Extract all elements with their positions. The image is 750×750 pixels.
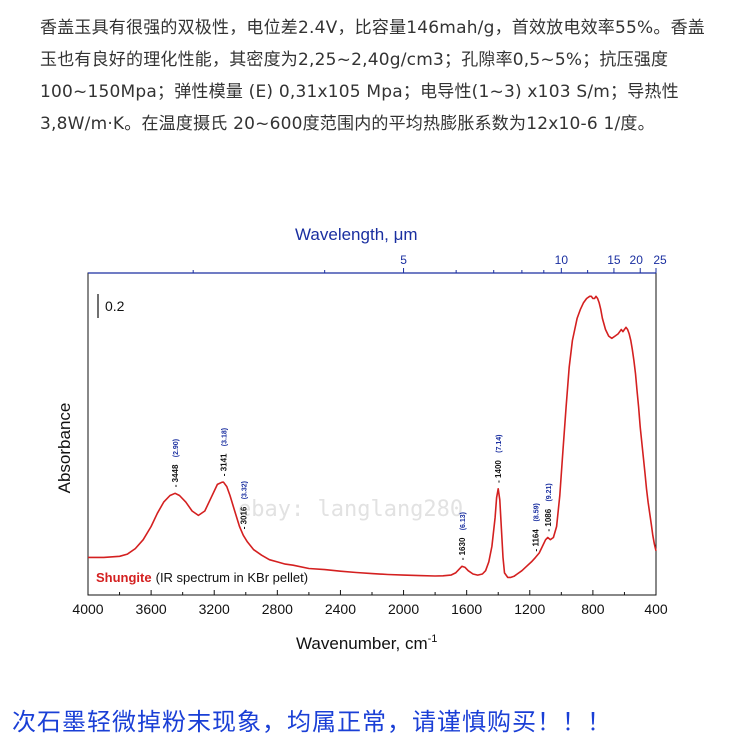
x-tick-label: 800 bbox=[581, 601, 605, 617]
peak-wavelength: (7.14) bbox=[496, 435, 503, 453]
peak-wavenumber: - 1630 bbox=[458, 537, 467, 560]
legend-description: (IR spectrum in KBr pellet) bbox=[156, 570, 308, 585]
top-axis-title-text: Wavelength, bbox=[295, 225, 394, 244]
spectrum-curve bbox=[88, 295, 657, 579]
footer-warning: 次石墨轻微掉粉末现象，均属正常，请谨慎购买！！！ bbox=[12, 708, 612, 736]
peak-wavelength: (3.18) bbox=[222, 428, 229, 446]
peak-wavenumber: - 1164 bbox=[531, 529, 540, 552]
peak-wavenumber: - 3016 bbox=[239, 506, 248, 529]
x-tick-label: 2000 bbox=[388, 601, 419, 617]
top-axis-ticks: 5 10 15 20 25 bbox=[88, 253, 667, 274]
top-tick-label: 5 bbox=[400, 253, 407, 267]
peak-wavelength: (2.90) bbox=[173, 439, 180, 457]
x-axis-ticks: 4000 3600 3200 2800 2400 2000 1600 1200 800 400 bbox=[72, 590, 668, 617]
x-axis-title: Wavenumber, cm-1 bbox=[296, 633, 437, 653]
peak-wavelength: (3.32) bbox=[241, 481, 248, 499]
peak-wavelength: (6.13) bbox=[460, 512, 467, 530]
watermark: ebay: langlang280 bbox=[238, 497, 463, 522]
peak-wavenumber: - 3141 bbox=[220, 453, 229, 476]
legend: Shungite (IR spectrum in KBr pellet) bbox=[96, 570, 308, 585]
peak-annotations: - 3448 (2.90) - 3141 (3.18) - 3016 (3.32) - 16… bbox=[171, 428, 553, 560]
legend-name: Shungite bbox=[96, 570, 152, 585]
x-tick-label: 3600 bbox=[136, 601, 167, 617]
peak-annotation: - 1400 (7.14) bbox=[494, 435, 503, 483]
peak-annotation: - 1630 (6.13) bbox=[458, 512, 467, 560]
x-axis-title-superscript: -1 bbox=[428, 633, 438, 645]
peak-wavelength: (8.59) bbox=[533, 503, 540, 521]
x-tick-label: 1200 bbox=[514, 601, 545, 617]
peak-annotation: - 1086 (9.21) bbox=[544, 483, 553, 531]
y-axis-title: Absorbance bbox=[55, 403, 74, 494]
peak-annotation: - 3141 (3.18) bbox=[220, 428, 229, 476]
intro-paragraph: 香盖玉具有很强的双极性，电位差2.4V，比容量146mah/g，首效放电效率55… bbox=[40, 18, 705, 134]
peak-annotation: - 3016 (3.32) bbox=[239, 481, 248, 529]
x-tick-label: 4000 bbox=[72, 601, 103, 617]
x-tick-label: 3200 bbox=[199, 601, 230, 617]
x-tick-label: 2800 bbox=[262, 601, 293, 617]
x-axis-title-text: Wavenumber, cm bbox=[296, 634, 428, 653]
top-axis-title-unit: μm bbox=[394, 225, 418, 244]
top-tick-label: 25 bbox=[653, 253, 667, 267]
peak-wavenumber: - 1086 bbox=[544, 508, 553, 531]
peak-wavelength: (9.21) bbox=[546, 483, 553, 501]
scale-bar-label: 0.2 bbox=[105, 298, 125, 314]
peak-annotation: - 3448 (2.90) bbox=[171, 439, 180, 487]
plot-frame bbox=[87, 272, 657, 596]
top-tick-label: 15 bbox=[607, 253, 621, 267]
x-tick-label: 400 bbox=[644, 601, 668, 617]
top-tick-label: 20 bbox=[630, 253, 644, 267]
top-axis-title: Wavelength, μm bbox=[295, 225, 418, 244]
peak-wavenumber: - 3448 bbox=[171, 464, 180, 487]
x-tick-label: 2400 bbox=[325, 601, 356, 617]
top-tick-label: 10 bbox=[555, 253, 569, 267]
x-tick-label: 1600 bbox=[451, 601, 482, 617]
peak-wavenumber: - 1400 bbox=[494, 460, 503, 483]
peak-annotation: - 1164 (8.59) bbox=[531, 503, 540, 551]
